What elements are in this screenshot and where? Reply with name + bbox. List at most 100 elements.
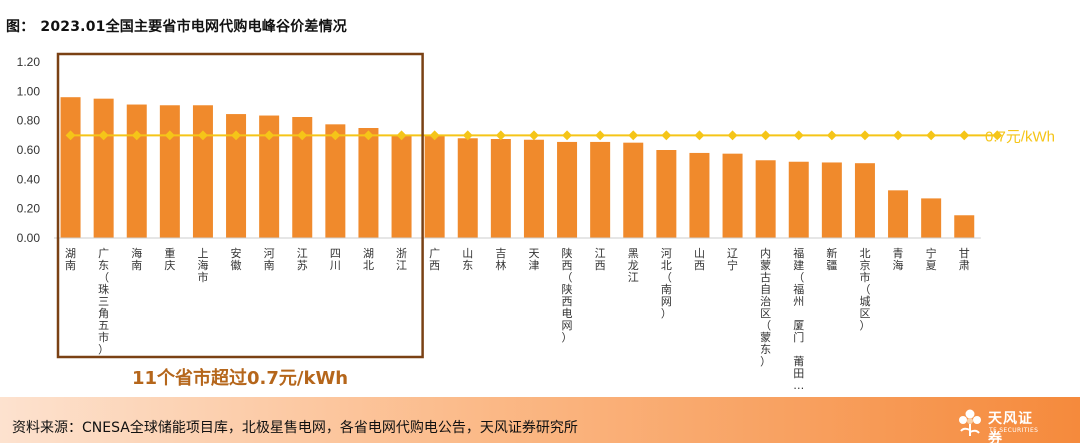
reference-marker <box>992 130 1003 141</box>
x-tick-label: 宁夏 <box>926 246 937 272</box>
x-tick-label: 天津 <box>528 247 539 272</box>
x-tick-label: 海南 <box>131 246 142 272</box>
x-tick-label: 甘肃 <box>959 247 970 272</box>
reference-marker <box>198 130 208 141</box>
x-tick-label: 辽宁 <box>727 247 738 272</box>
reference-marker <box>264 130 275 141</box>
x-tick-label: 黑龙江 <box>628 247 639 284</box>
reference-marker <box>164 130 175 141</box>
bar <box>954 215 975 238</box>
reference-marker <box>959 130 970 141</box>
bar-chart: 0.00 0.20 0.40 0.60 0.80 1.00 1.20 0.7元/kWh 湖南广东… <box>17 52 1055 392</box>
y-tick-label: 0.80 <box>17 114 41 128</box>
bar <box>722 153 743 238</box>
reference-marker <box>131 130 142 141</box>
x-tick-label: 新疆 <box>826 246 837 272</box>
x-tick-label: 广西 <box>429 247 440 272</box>
x-tick-label: 上海市 <box>197 247 208 284</box>
x-tick-label: 浙江 <box>396 247 407 272</box>
bar <box>259 115 280 238</box>
highlight-box <box>56 52 424 359</box>
reference-marker <box>231 130 241 141</box>
reference-marker <box>760 130 771 141</box>
bar <box>126 104 147 239</box>
x-tick-label: 四川 <box>330 247 341 272</box>
x-tick-label: 重庆 <box>164 246 175 272</box>
bar <box>755 160 776 238</box>
x-tick-label: 北京市（城区） <box>859 247 870 332</box>
bar <box>192 105 213 239</box>
bar <box>590 141 611 238</box>
x-tick-label: 内蒙古自治区（蒙东） <box>760 246 771 368</box>
title-prefix: 图： <box>6 19 35 35</box>
y-tick-label: 0.40 <box>17 172 41 186</box>
reference-marker <box>98 130 109 141</box>
bar <box>921 198 942 238</box>
bar <box>821 162 842 238</box>
y-tick-label: 1.00 <box>17 84 41 98</box>
bar <box>523 139 544 238</box>
x-tick-label: 湖南 <box>65 247 76 272</box>
title-text: 2023.01全国主要省市电网代购电峰谷价差情况 <box>40 19 347 35</box>
bar <box>292 117 313 238</box>
reference-marker <box>661 130 672 141</box>
x-tick-label: 山东 <box>462 247 473 272</box>
reference-marker <box>595 130 606 141</box>
bar <box>159 105 180 239</box>
bar <box>325 124 346 238</box>
reference-marker <box>529 130 539 141</box>
bar <box>656 150 677 238</box>
reference-marker <box>495 130 506 141</box>
x-tick-label: 河南 <box>264 247 275 272</box>
reference-marker <box>727 130 738 141</box>
y-tick-label: 0.00 <box>17 231 41 245</box>
x-tick-label: 福建（福州 厦门 莆田… <box>793 246 804 392</box>
reference-marker <box>462 130 473 141</box>
x-tick-label: 河北（南网） <box>661 247 672 320</box>
bar <box>424 135 445 238</box>
bar <box>60 97 81 238</box>
reference-marker <box>793 130 804 141</box>
y-tick-label: 0.60 <box>17 143 41 157</box>
reference-marker <box>396 130 407 141</box>
bar <box>788 161 809 238</box>
reference-marker <box>297 130 308 141</box>
x-tick-label: 山西 <box>694 247 705 272</box>
footer-bar: 资料来源：CNESA全球储能项目库，北极星售电网，各省电网代购电公告，天风证券研… <box>0 397 1080 447</box>
tf-flower-icon <box>959 409 981 436</box>
y-tick-label: 1.20 <box>17 55 41 69</box>
bar <box>854 163 875 238</box>
reference-marker <box>330 130 341 141</box>
bar <box>689 152 710 238</box>
reference-marker <box>926 130 937 141</box>
reference-marker <box>860 130 870 141</box>
reference-marker <box>694 130 705 141</box>
x-tick-label: 湖北 <box>363 247 374 272</box>
x-tick-label: 陕西（陕西电网） <box>562 246 573 344</box>
reference-marker <box>562 130 572 141</box>
reference-marker <box>363 130 374 141</box>
reference-marker <box>628 130 639 141</box>
x-tick-label: 江苏 <box>297 247 308 272</box>
x-tick-label: 江西 <box>595 247 606 272</box>
bar <box>457 138 478 238</box>
x-tick-label: 广东（珠三角五市） <box>98 247 109 356</box>
reference-marker <box>65 130 76 141</box>
reference-marker <box>429 130 440 141</box>
bar <box>557 141 578 238</box>
bar <box>490 139 511 238</box>
chart-title: 图： 2023.01全国主要省市电网代购电峰谷价差情况 <box>6 16 347 36</box>
reference-marker <box>826 130 837 141</box>
logo-english-name: TF SECURITIES <box>989 427 1039 434</box>
bar <box>358 128 379 238</box>
bar <box>623 142 644 238</box>
bar <box>391 134 412 238</box>
y-tick-label: 0.20 <box>17 202 41 216</box>
bar <box>93 98 114 239</box>
source-note: 资料来源：CNESA全球储能项目库，北极星售电网，各省电网代购电公告，天风证券研… <box>12 420 578 436</box>
x-tick-label: 吉林 <box>495 247 506 272</box>
reference-marker <box>893 130 903 141</box>
x-tick-label: 安徽 <box>231 246 242 272</box>
brand-logo: 天风证券 TF SECURITIES <box>956 407 1046 447</box>
bar <box>226 114 247 238</box>
